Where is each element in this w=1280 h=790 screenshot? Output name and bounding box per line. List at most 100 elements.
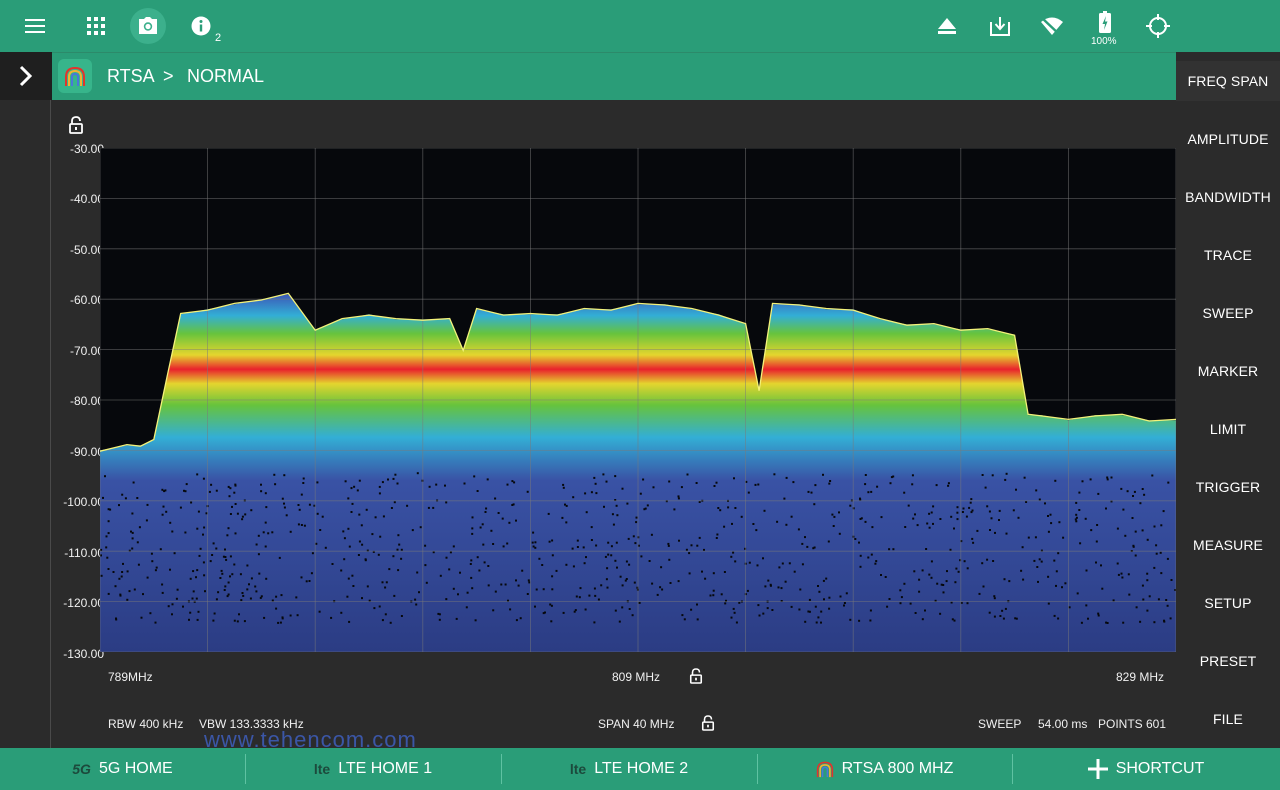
shortcut-5g-home[interactable]: 5G 5G HOME: [0, 748, 245, 790]
breadcrumb-mode[interactable]: NORMAL: [187, 66, 265, 86]
noise-speck: [784, 580, 787, 583]
noise-speck: [713, 485, 716, 487]
noise-speck: [476, 556, 479, 559]
noise-speck: [590, 491, 593, 494]
menu-amplitude[interactable]: AMPLITUDE: [1187, 131, 1269, 147]
noise-speck: [909, 602, 912, 605]
menu-marker[interactable]: MARKER: [1197, 363, 1259, 379]
noise-speck: [849, 504, 852, 507]
menu-freq-span[interactable]: FREQ SPAN: [1176, 61, 1280, 101]
spectrum-panel: -30.00 -40.00 -50.00 -60.00 -70.00 -80.0…: [52, 100, 1176, 752]
noise-speck: [970, 498, 973, 501]
noise-speck: [397, 569, 400, 572]
noise-speck: [427, 506, 430, 509]
eject-icon[interactable]: [929, 8, 965, 44]
lte-icon: lte: [313, 761, 331, 777]
noise-speck: [353, 485, 356, 488]
noise-speck: [807, 490, 810, 493]
vbw-label[interactable]: VBW 133.3333 kHz: [199, 717, 304, 731]
noise-speck: [1012, 509, 1015, 512]
noise-speck: [1058, 521, 1061, 524]
noise-speck: [1116, 562, 1119, 565]
sweep-label[interactable]: SWEEP: [978, 717, 1022, 731]
lock-icon[interactable]: [68, 116, 84, 134]
noise-speck: [690, 608, 693, 611]
noise-speck: [215, 489, 218, 492]
shortcut-rtsa-800[interactable]: RTSA 800 MHZ: [757, 748, 1012, 790]
noise-speck: [593, 621, 596, 624]
expand-panel-button[interactable]: [0, 52, 52, 100]
download-icon[interactable]: [982, 8, 1018, 44]
noise-speck: [716, 533, 719, 536]
noise-speck: [928, 526, 931, 529]
noise-speck: [876, 485, 879, 488]
noise-speck: [978, 592, 981, 595]
wifi-off-icon[interactable]: [1034, 8, 1070, 44]
shortcut-label: LTE HOME 2: [594, 760, 689, 777]
sweep-value[interactable]: 54.00 ms: [1038, 717, 1088, 731]
info-icon[interactable]: [183, 8, 219, 44]
menu-setup[interactable]: SETUP: [1204, 595, 1252, 611]
noise-speck: [660, 566, 663, 569]
noise-speck: [511, 504, 514, 506]
noise-speck: [764, 585, 767, 588]
noise-speck: [991, 474, 994, 477]
menu-preset[interactable]: PRESET: [1199, 653, 1257, 669]
noise-speck: [604, 555, 607, 558]
menu-bandwidth[interactable]: BANDWIDTH: [1185, 189, 1271, 205]
noise-speck: [250, 577, 253, 580]
noise-speck: [696, 603, 698, 606]
shortcut-add[interactable]: SHORTCUT: [1012, 748, 1280, 790]
menu-limit[interactable]: LIMIT: [1209, 421, 1247, 437]
noise-speck: [748, 561, 751, 564]
noise-speck: [965, 515, 968, 518]
noise-speck: [778, 566, 781, 569]
noise-speck: [578, 596, 581, 599]
y-tick-label: -70.00: [69, 344, 104, 358]
noise-speck: [644, 507, 647, 510]
lock-icon[interactable]: [689, 668, 703, 684]
noise-speck: [528, 581, 531, 584]
battery-icon: [1087, 4, 1123, 40]
menu-trace[interactable]: TRACE: [1204, 247, 1252, 263]
shortcut-lte-home-1[interactable]: lte LTE HOME 1: [245, 748, 501, 790]
span-label[interactable]: SPAN 40 MHz: [598, 717, 675, 731]
menu-sweep[interactable]: SWEEP: [1202, 305, 1254, 321]
spectrum-plot[interactable]: [100, 148, 1176, 652]
noise-speck: [366, 585, 369, 588]
breadcrumb-app[interactable]: RTSA: [107, 66, 155, 86]
noise-speck: [924, 609, 926, 612]
crosshair-icon[interactable]: [1140, 8, 1176, 44]
noise-speck: [900, 596, 903, 599]
rbw-label[interactable]: RBW 400 kHz: [108, 717, 184, 731]
points-label[interactable]: POINTS 601: [1098, 717, 1167, 731]
noise-speck: [810, 491, 813, 494]
noise-speck: [1001, 609, 1004, 612]
noise-speck: [551, 575, 554, 578]
menu-trigger[interactable]: TRIGGER: [1195, 479, 1261, 495]
rtsa-rainbow-icon[interactable]: [58, 59, 92, 93]
noise-speck: [500, 583, 503, 586]
noise-speck: [255, 543, 258, 546]
lock-icon[interactable]: [701, 715, 715, 731]
noise-speck: [544, 611, 546, 614]
menu-measure[interactable]: MEASURE: [1193, 537, 1263, 553]
menu-icon[interactable]: [17, 8, 53, 44]
noise-speck: [233, 619, 236, 622]
noise-speck: [551, 539, 554, 542]
noise-speck: [202, 477, 205, 480]
grid: [100, 148, 1176, 652]
apps-grid-icon[interactable]: [78, 8, 114, 44]
noise-speck: [305, 580, 308, 583]
shortcut-lte-home-2[interactable]: lte LTE HOME 2: [501, 748, 757, 790]
noise-speck: [302, 477, 305, 480]
y-tick-label: -50.00: [69, 243, 104, 257]
noise-speck: [628, 608, 631, 610]
noise-speck: [506, 542, 509, 545]
noise-speck: [874, 562, 877, 565]
menu-file[interactable]: FILE: [1213, 711, 1243, 727]
noise-speck: [227, 581, 230, 584]
noise-speck: [343, 558, 346, 561]
noise-speck: [637, 544, 640, 547]
camera-icon[interactable]: [130, 8, 166, 44]
